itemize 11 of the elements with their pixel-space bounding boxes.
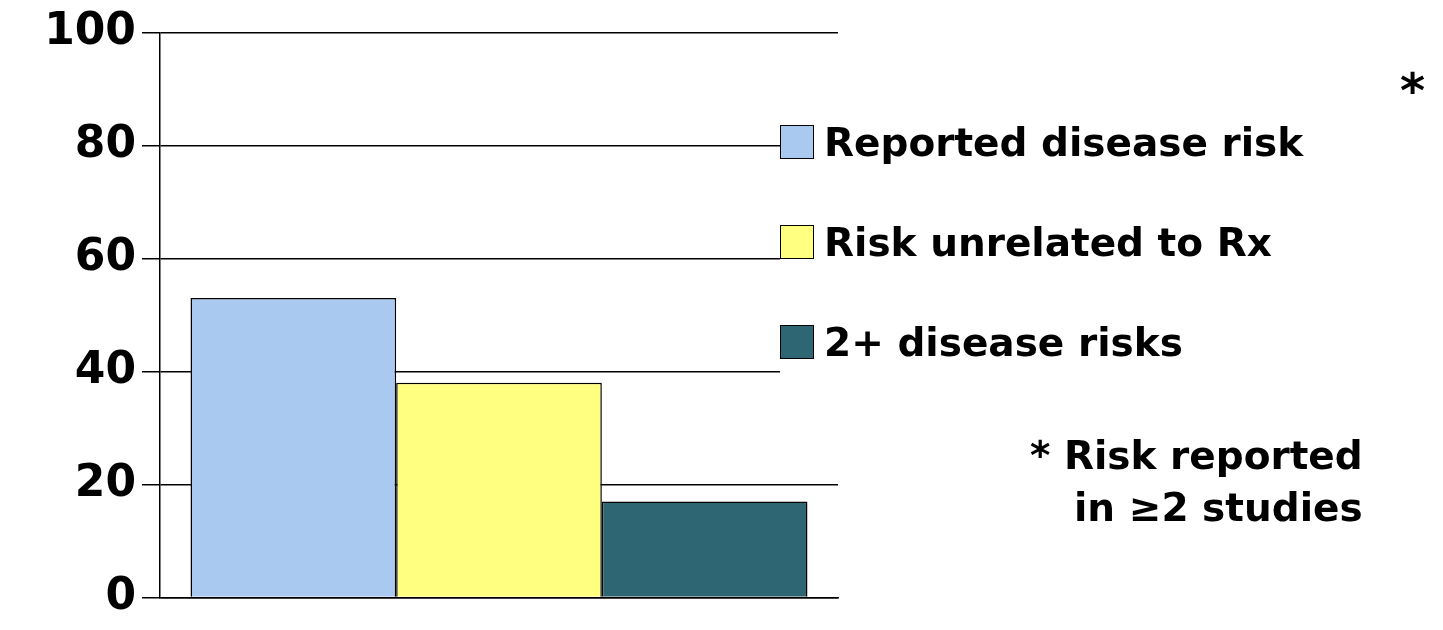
y-tick-label: 0 xyxy=(105,568,136,620)
y-tick-label: 100 xyxy=(44,2,136,54)
legend-label: Risk unrelated to Rx xyxy=(824,219,1272,265)
y-tick-label: 60 xyxy=(74,228,136,280)
legend-label: Reported disease risk xyxy=(824,119,1304,165)
legend-label: 2+ disease risks xyxy=(824,319,1183,365)
y-tick-label: 20 xyxy=(74,455,136,506)
y-tick-label: 80 xyxy=(74,115,136,167)
text: * Risk reported in ≥2 studies xyxy=(1030,432,1364,532)
text: * xyxy=(1400,62,1426,118)
y-tick-label: 40 xyxy=(74,341,136,393)
